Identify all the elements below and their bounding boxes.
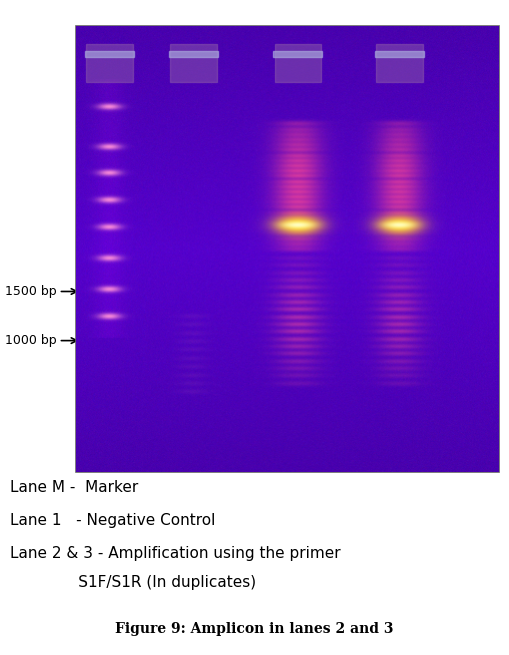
Text: 1500 bp: 1500 bp bbox=[5, 285, 56, 298]
Bar bbox=[170, 44, 217, 82]
Text: Lane M -  Marker: Lane M - Marker bbox=[10, 481, 138, 495]
Text: S1F/S1R (In duplicates): S1F/S1R (In duplicates) bbox=[10, 576, 257, 590]
Bar bbox=[273, 51, 322, 58]
Bar bbox=[86, 44, 133, 82]
Bar bbox=[85, 51, 134, 58]
Bar bbox=[274, 44, 321, 82]
Bar bbox=[76, 26, 499, 472]
Text: Figure 9: Amplicon in lanes 2 and 3: Figure 9: Amplicon in lanes 2 and 3 bbox=[115, 622, 394, 636]
Bar bbox=[169, 51, 218, 58]
Text: 3: 3 bbox=[393, 27, 406, 45]
Text: 2: 2 bbox=[292, 27, 304, 45]
Bar bbox=[376, 44, 423, 82]
Text: Lane 2 & 3 - Amplification using the primer: Lane 2 & 3 - Amplification using the pri… bbox=[10, 546, 341, 561]
Text: M: M bbox=[99, 27, 120, 45]
Text: 1: 1 bbox=[187, 27, 200, 45]
Bar bbox=[375, 51, 424, 58]
Text: 1000 bp: 1000 bp bbox=[5, 334, 56, 347]
Text: Lane 1   - Negative Control: Lane 1 - Negative Control bbox=[10, 514, 215, 528]
